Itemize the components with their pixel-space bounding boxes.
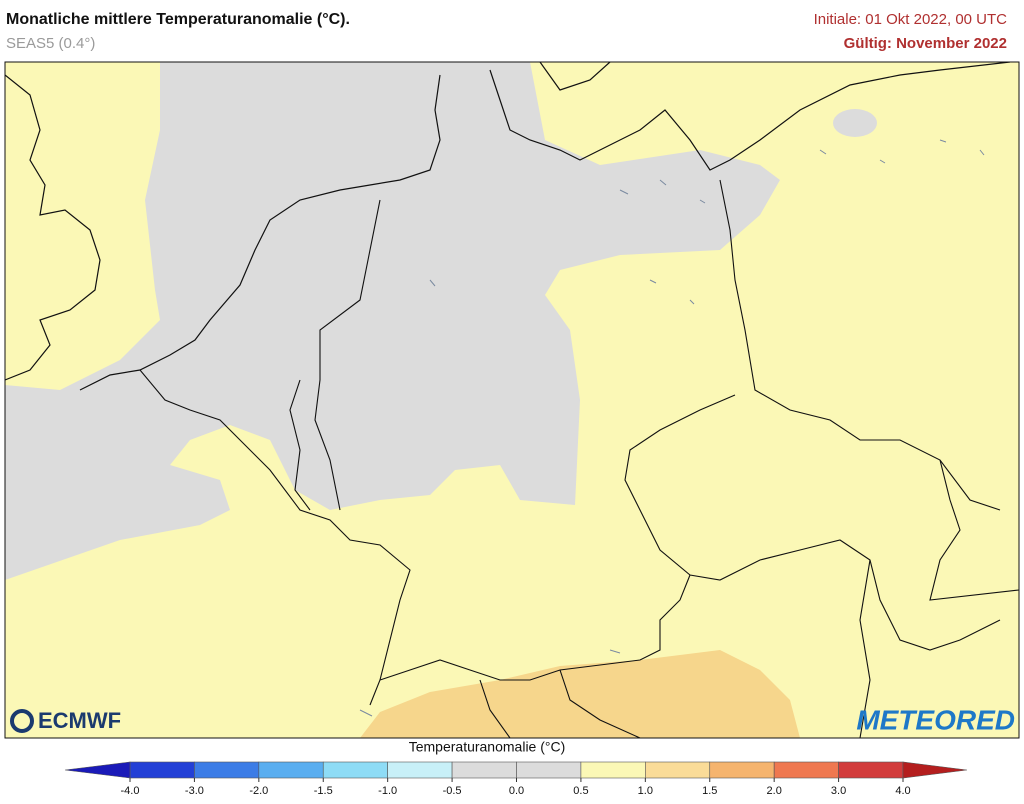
colorbar-segment — [194, 761, 260, 779]
colorbar-tick-label: -4.0 — [121, 785, 140, 797]
colorbar-tick-label: 0.5 — [573, 785, 588, 797]
colorbar: -4.0 -3.0 -2.0 -1.5 -1.0 -0.5 0.0 0.5 1.0 1.5 2.0 3… — [64, 761, 968, 797]
map-frame — [4, 61, 1020, 739]
colorbar-segment — [516, 761, 582, 779]
colorbar-tick-label: 4.0 — [895, 785, 910, 797]
colorbar-tick-label: -1.5 — [314, 785, 333, 797]
colorbar-segment — [838, 761, 904, 779]
map: ECMWF METEORED — [4, 61, 1020, 739]
colorbar-tick-label: -0.5 — [443, 785, 462, 797]
colorbar-tick-label: 3.0 — [831, 785, 846, 797]
colorbar-tick-label: 2.0 — [767, 785, 782, 797]
colorbar-title: Temperaturanomalie (°C) — [409, 739, 566, 755]
colorbar-tick-label: 1.0 — [638, 785, 653, 797]
valid-date: Gültig: November 2022 — [844, 35, 1007, 52]
colorbar-tick-label: 0.0 — [509, 785, 524, 797]
subtitle: SEAS5 (0.4°) — [6, 35, 95, 52]
coastlines — [5, 62, 1011, 391]
neutral-area — [5, 62, 780, 580]
lakes — [359, 139, 985, 717]
logo-left: ECMWF — [38, 708, 121, 733]
borders — [139, 179, 1019, 738]
colorbar-segment — [258, 761, 324, 779]
colorbar-segment — [387, 761, 453, 779]
colorbar-segment — [451, 761, 517, 779]
colorbar-segment — [645, 761, 711, 779]
colorbar-tick-label: -2.0 — [249, 785, 268, 797]
colorbar-segment — [580, 761, 646, 779]
neutral-patch — [833, 109, 877, 137]
warmer-area — [360, 650, 800, 738]
colorbar-tick-label: -3.0 — [185, 785, 204, 797]
title: Monatliche mittlere Temperaturanomalie (… — [6, 11, 350, 28]
colorbar-segment — [129, 761, 195, 779]
colorbar-segment — [709, 761, 775, 779]
colorbar-tick-label: -1.0 — [378, 785, 397, 797]
logo-right: METEORED — [856, 704, 1015, 735]
colorbar-extend-low — [64, 761, 131, 779]
colorbar-segment — [773, 761, 839, 779]
initial-date: Initiale: 01 Okt 2022, 00 UTC — [814, 11, 1008, 28]
colorbar-tick-label: 1.5 — [702, 785, 717, 797]
colorbar-extend-high — [902, 761, 968, 779]
logo-icon — [10, 709, 34, 733]
colorbar-segment — [322, 761, 388, 779]
